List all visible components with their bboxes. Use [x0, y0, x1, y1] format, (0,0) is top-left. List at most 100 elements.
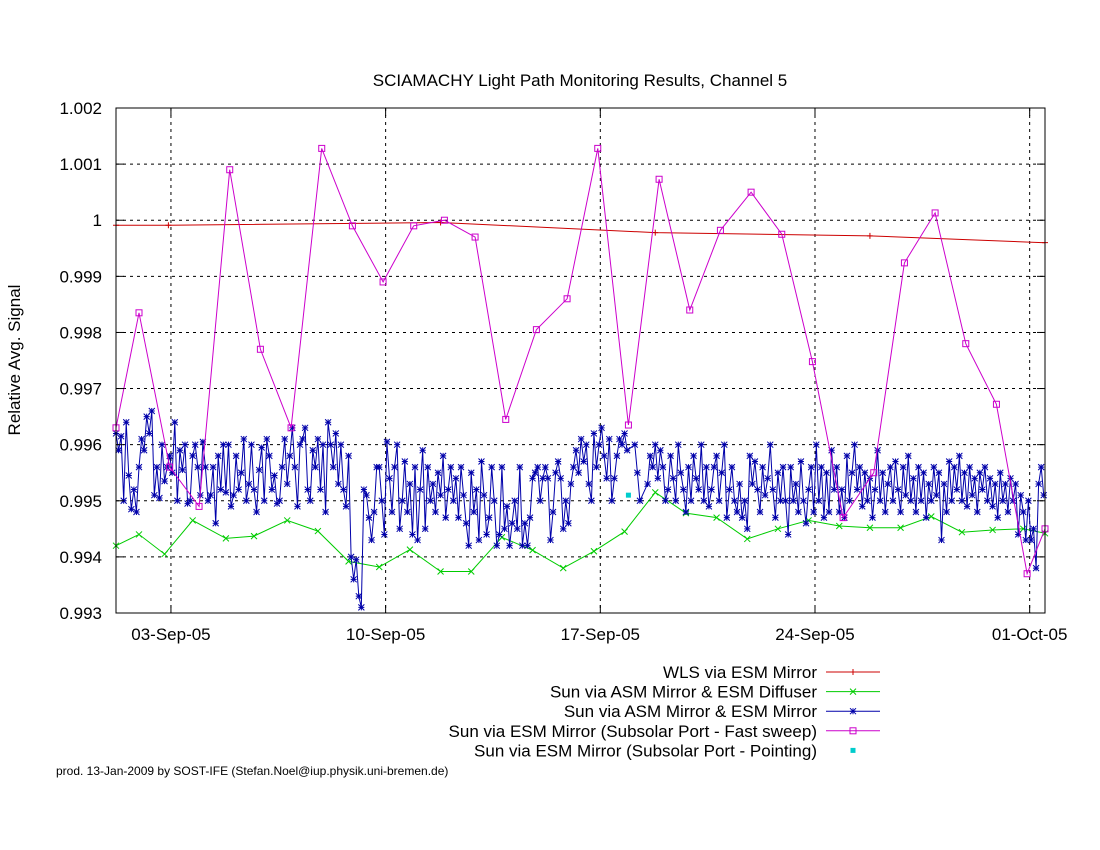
data-point	[565, 519, 572, 527]
data-point	[800, 497, 807, 505]
data-point	[368, 536, 375, 544]
data-point	[386, 474, 393, 482]
data-point	[858, 503, 866, 510]
data-point	[588, 497, 595, 505]
data-point	[973, 508, 981, 516]
data-point	[833, 463, 841, 471]
data-point	[396, 525, 404, 533]
data-point	[248, 441, 255, 449]
data-point	[795, 508, 802, 516]
data-point	[751, 458, 759, 465]
data-point	[314, 527, 322, 535]
data-point	[912, 508, 920, 516]
data-point	[899, 463, 907, 471]
data-point	[774, 525, 782, 533]
data-point	[784, 531, 792, 538]
data-point	[1037, 463, 1045, 471]
data-point	[334, 480, 342, 488]
data-point	[189, 517, 197, 524]
data-point	[1009, 497, 1017, 505]
data-point	[686, 306, 694, 314]
data-point	[700, 497, 708, 505]
data-point	[608, 497, 616, 505]
data-point	[986, 474, 994, 482]
data-point	[590, 547, 598, 555]
data-point	[715, 497, 723, 505]
data-point	[324, 418, 332, 426]
data-point	[559, 564, 567, 572]
data-point	[595, 441, 603, 449]
data-point	[682, 508, 690, 516]
data-point	[644, 480, 651, 488]
data-point	[166, 463, 174, 471]
data-point	[287, 424, 295, 432]
data-point	[437, 568, 444, 575]
data-point	[823, 469, 830, 477]
data-point	[680, 486, 687, 493]
data-point	[202, 463, 209, 471]
data-point	[669, 474, 677, 482]
data-point	[217, 486, 225, 493]
data-point	[746, 452, 754, 460]
data-point	[994, 514, 1002, 521]
legend-entry: WLS via ESM Mirror	[663, 663, 880, 682]
data-point	[961, 469, 968, 477]
data-point	[281, 435, 289, 443]
data-point	[542, 463, 549, 471]
legend-swatch-marker	[849, 727, 857, 735]
data-point	[664, 486, 672, 493]
data-point	[521, 519, 529, 527]
data-point	[685, 463, 692, 471]
data-point	[327, 441, 335, 449]
data-point	[291, 463, 299, 471]
y-tick-label: 1.002	[59, 99, 102, 118]
data-point	[534, 463, 542, 471]
data-point	[347, 553, 355, 561]
data-point	[237, 469, 245, 477]
data-point	[820, 514, 828, 521]
data-point	[818, 463, 825, 471]
data-point	[636, 497, 644, 505]
data-point	[406, 546, 414, 553]
data-point	[718, 469, 726, 477]
y-tick-label: 0.994	[59, 548, 102, 567]
data-point	[148, 407, 156, 415]
data-point	[173, 497, 181, 505]
data-point	[1040, 491, 1048, 499]
data-point	[388, 508, 396, 516]
data-point	[692, 474, 700, 482]
data-point	[889, 497, 897, 505]
y-tick-label: 1	[93, 211, 102, 230]
data-point	[467, 568, 475, 575]
data-point	[471, 233, 479, 241]
data-point	[150, 491, 158, 499]
data-point	[687, 497, 695, 505]
data-point	[733, 508, 741, 516]
data-point	[902, 491, 910, 499]
data-point	[401, 458, 409, 465]
data-point	[874, 446, 881, 454]
data-point	[253, 508, 260, 516]
data-point	[991, 480, 999, 488]
data-point	[1032, 564, 1040, 572]
data-point	[271, 472, 278, 479]
x-tick-label: 10-Sep-05	[346, 625, 425, 644]
data-point	[179, 466, 186, 474]
data-point	[968, 491, 976, 499]
legend-swatch-marker	[850, 747, 856, 753]
data-point	[769, 486, 777, 493]
data-point	[355, 592, 363, 600]
data-point	[340, 486, 347, 493]
data-point	[797, 458, 805, 465]
data-point	[552, 469, 559, 477]
grid-layer	[116, 108, 1045, 613]
series-line	[115, 148, 1046, 576]
data-point	[544, 474, 552, 482]
data-point	[393, 441, 401, 449]
data-point	[962, 340, 970, 348]
data-point	[674, 441, 682, 449]
data-point	[352, 556, 360, 564]
data-point	[593, 463, 600, 471]
data-point	[255, 466, 263, 474]
data-point	[496, 531, 503, 538]
